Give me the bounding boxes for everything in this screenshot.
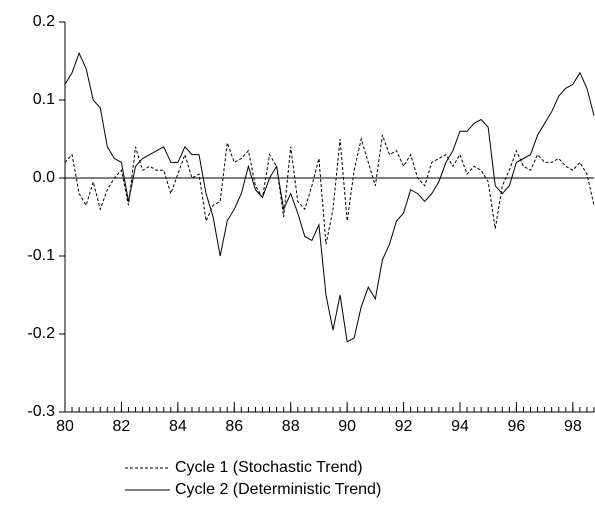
x-tick-label: 88 — [282, 418, 300, 435]
x-tick-label: 92 — [395, 418, 413, 435]
y-tick-label: 0.1 — [33, 91, 55, 108]
legend-label: Cycle 1 (Stochastic Trend) — [175, 459, 363, 476]
x-tick-label: 94 — [451, 418, 469, 435]
y-tick-label: -0.1 — [27, 247, 55, 264]
x-tick-label: 96 — [508, 418, 526, 435]
legend-label: Cycle 2 (Deterministic Trend) — [175, 481, 381, 498]
x-tick-label: 82 — [113, 418, 131, 435]
series-line — [64, 51, 595, 343]
x-tick-label: 84 — [169, 418, 187, 435]
y-tick-label: -0.2 — [27, 325, 55, 342]
series-line — [64, 134, 595, 245]
y-tick-label: 0.2 — [33, 13, 55, 30]
x-tick-label: 90 — [338, 418, 356, 435]
y-tick-label: -0.3 — [27, 403, 55, 420]
y-tick-label: 0.0 — [33, 169, 55, 186]
x-tick-label: 80 — [56, 418, 74, 435]
x-tick-label: 86 — [225, 418, 243, 435]
x-tick-label: 98 — [564, 418, 582, 435]
